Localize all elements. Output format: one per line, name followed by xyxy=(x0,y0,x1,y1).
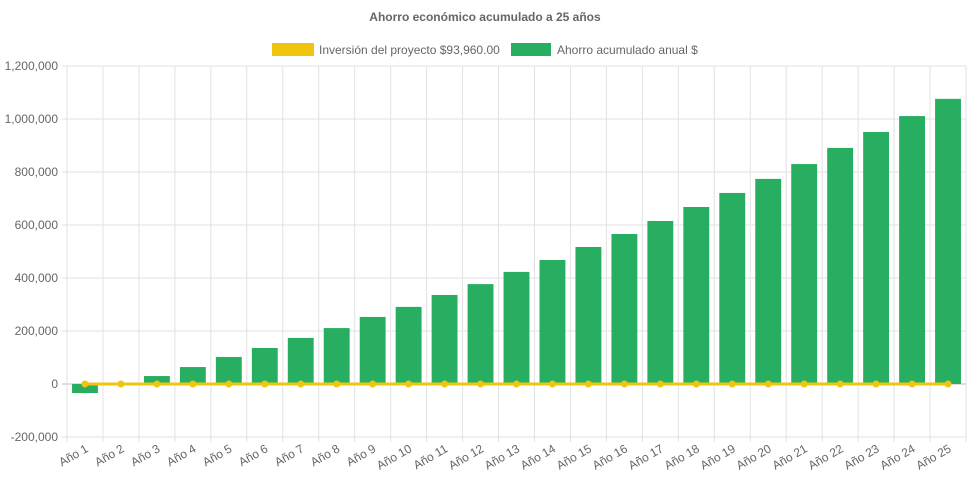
investment-point xyxy=(764,380,772,388)
bar xyxy=(899,116,926,385)
investment-point xyxy=(584,380,592,388)
investment-point xyxy=(441,380,449,388)
bar xyxy=(359,316,386,384)
x-tick-label: Año 13 xyxy=(482,441,522,472)
legend-swatch-savings[interactable] xyxy=(511,43,551,56)
bar xyxy=(179,367,206,384)
investment-point xyxy=(261,380,269,388)
investment-point xyxy=(836,380,844,388)
x-tick-label: Año 16 xyxy=(590,441,630,472)
investment-point xyxy=(513,380,520,388)
bar xyxy=(143,376,170,384)
y-tick-label: 600,000 xyxy=(15,218,59,232)
y-tick-label: 1,200,000 xyxy=(5,59,59,73)
bar xyxy=(575,246,602,384)
investment-point xyxy=(225,380,233,388)
x-tick-label: Año 15 xyxy=(554,441,594,472)
y-tick-label: 800,000 xyxy=(15,165,59,179)
x-tick-label: Año 21 xyxy=(770,441,810,472)
investment-point xyxy=(548,380,556,388)
x-tick-label: Año 9 xyxy=(344,441,378,469)
legend-swatch-investment[interactable] xyxy=(272,43,314,56)
bar xyxy=(827,147,854,384)
y-tick-label: 400,000 xyxy=(15,271,59,285)
x-tick-label: Año 6 xyxy=(236,441,270,469)
bar xyxy=(395,306,422,384)
investment-point xyxy=(369,380,377,388)
bar xyxy=(611,234,638,384)
bar xyxy=(791,164,818,384)
investment-point xyxy=(728,380,736,388)
bar xyxy=(935,98,961,385)
investment-point xyxy=(333,380,341,388)
investment-point xyxy=(656,380,664,388)
investment-point xyxy=(297,380,305,388)
bar xyxy=(215,356,242,384)
investment-point xyxy=(81,380,89,388)
investment-point xyxy=(153,380,161,388)
x-tick-label: Año 17 xyxy=(626,441,666,472)
investment-point xyxy=(117,380,125,388)
bar xyxy=(467,284,494,384)
x-tick-label: Año 4 xyxy=(164,441,198,469)
x-tick-label: Año 7 xyxy=(272,441,306,469)
x-tick-label: Año 5 xyxy=(200,441,234,469)
bar xyxy=(647,221,674,384)
investment-point xyxy=(692,380,700,388)
investment-point xyxy=(800,380,808,388)
legend-label-investment[interactable]: Inversión del proyecto $93,960.00 xyxy=(319,43,500,57)
x-tick-label: Año 19 xyxy=(698,441,738,472)
y-tick-label: 1,000,000 xyxy=(5,112,59,126)
bar xyxy=(719,192,746,384)
bar xyxy=(539,259,566,384)
x-tick-label: Año 23 xyxy=(842,441,882,472)
bar xyxy=(287,337,314,384)
x-tick-label: Año 24 xyxy=(878,441,918,472)
investment-point xyxy=(872,380,880,388)
bar xyxy=(323,328,350,384)
x-tick-label: Año 22 xyxy=(806,441,846,472)
y-tick-label: -200,000 xyxy=(11,430,59,444)
x-tick-label: Año 2 xyxy=(92,441,126,469)
x-tick-label: Año 25 xyxy=(914,441,954,472)
investment-point xyxy=(477,380,485,388)
bar xyxy=(251,347,278,384)
legend-label-savings[interactable]: Ahorro acumulado anual $ xyxy=(557,43,698,57)
x-tick-label: Año 18 xyxy=(662,441,702,472)
x-tick-label: Año 12 xyxy=(446,441,486,472)
investment-point xyxy=(908,380,916,388)
investment-point xyxy=(405,380,413,388)
investment-point xyxy=(620,380,628,388)
investment-point xyxy=(189,380,197,388)
chart-title: Ahorro económico acumulado a 25 años xyxy=(369,10,601,24)
bar xyxy=(431,294,458,384)
x-tick-label: Año 8 xyxy=(308,441,342,469)
bar xyxy=(683,206,710,384)
bar xyxy=(755,178,782,384)
bar xyxy=(503,271,530,384)
y-tick-label: 200,000 xyxy=(15,324,59,338)
x-tick-label: Año 3 xyxy=(128,441,162,469)
bar xyxy=(72,384,98,394)
investment-point xyxy=(944,380,952,388)
x-tick-label: Año 11 xyxy=(411,441,450,472)
x-tick-label: Año 1 xyxy=(56,441,90,469)
x-tick-label: Año 14 xyxy=(518,441,558,472)
y-tick-label: 0 xyxy=(51,377,58,391)
bar xyxy=(863,131,890,384)
x-tick-label: Año 20 xyxy=(734,441,774,472)
x-tick-label: Año 10 xyxy=(374,441,414,472)
